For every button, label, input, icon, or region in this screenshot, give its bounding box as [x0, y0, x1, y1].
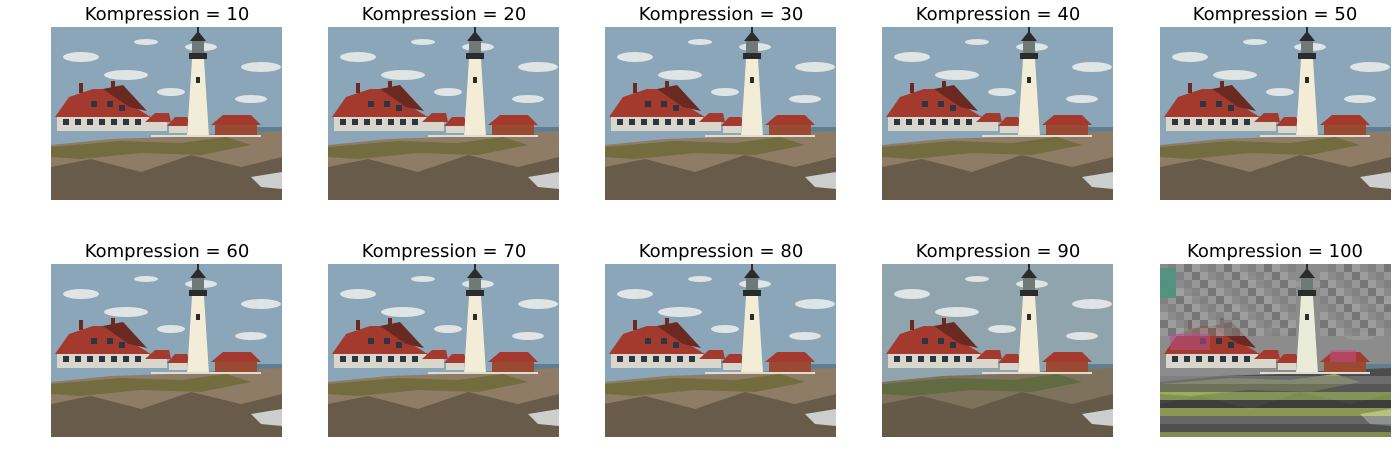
- lighthouse-image-2: [328, 27, 559, 200]
- lighthouse-image-10: [1160, 264, 1391, 437]
- lighthouse-scene: [328, 264, 559, 437]
- panel-title-7: Kompression = 70: [361, 241, 527, 262]
- panel-title-3: Kompression = 30: [638, 4, 804, 25]
- lighthouse-scene: [605, 264, 836, 437]
- panel-title-8: Kompression = 80: [638, 241, 804, 262]
- panel-title-1: Kompression = 10: [84, 4, 250, 25]
- lighthouse-image-3: [605, 27, 836, 200]
- lighthouse-image-4: [882, 27, 1113, 200]
- panel-title-2: Kompression = 20: [361, 4, 527, 25]
- lighthouse-scene: [328, 27, 559, 200]
- lighthouse-image-7: [328, 264, 559, 437]
- lighthouse-image-5: [1160, 27, 1391, 200]
- panel-title-5: Kompression = 50: [1192, 4, 1358, 25]
- lighthouse-image-1: [51, 27, 282, 200]
- panel-title-10: Kompression = 100: [1186, 241, 1364, 262]
- panel-title-9: Kompression = 90: [915, 241, 1081, 262]
- panel-title-4: Kompression = 40: [915, 4, 1081, 25]
- lighthouse-scene: [1160, 27, 1391, 200]
- lighthouse-scene: [51, 264, 282, 437]
- lighthouse-scene: [1160, 264, 1391, 437]
- lighthouse-image-9: [882, 264, 1113, 437]
- lighthouse-image-6: [51, 264, 282, 437]
- lighthouse-scene: [882, 264, 1113, 437]
- lighthouse-scene: [51, 27, 282, 200]
- lighthouse-scene: [882, 27, 1113, 200]
- lighthouse-scene: [605, 27, 836, 200]
- panel-title-6: Kompression = 60: [84, 241, 250, 262]
- lighthouse-image-8: [605, 264, 836, 437]
